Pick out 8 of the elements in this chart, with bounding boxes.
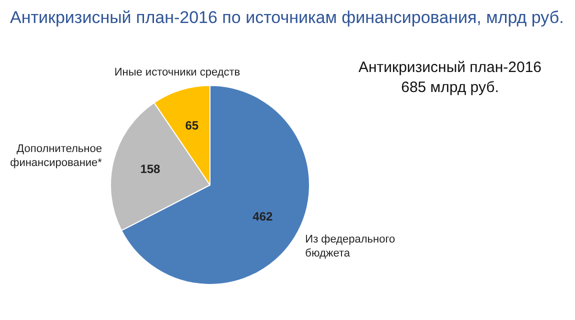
text: Антикризисный план-2016 685 млрд руб.: [357, 58, 543, 97]
slice-label: Из федерального бюджета: [305, 233, 396, 260]
slice-label: Дополнительное финансирование*: [10, 142, 103, 169]
data-label: 462: [252, 209, 273, 224]
chart-title: Антикризисный план-2016 по источникам финансирования, млрд руб.: [10, 8, 564, 28]
data-label: 158: [140, 162, 161, 176]
slice-label: Иные источники средств: [114, 66, 240, 79]
data-label: 65: [185, 118, 199, 132]
